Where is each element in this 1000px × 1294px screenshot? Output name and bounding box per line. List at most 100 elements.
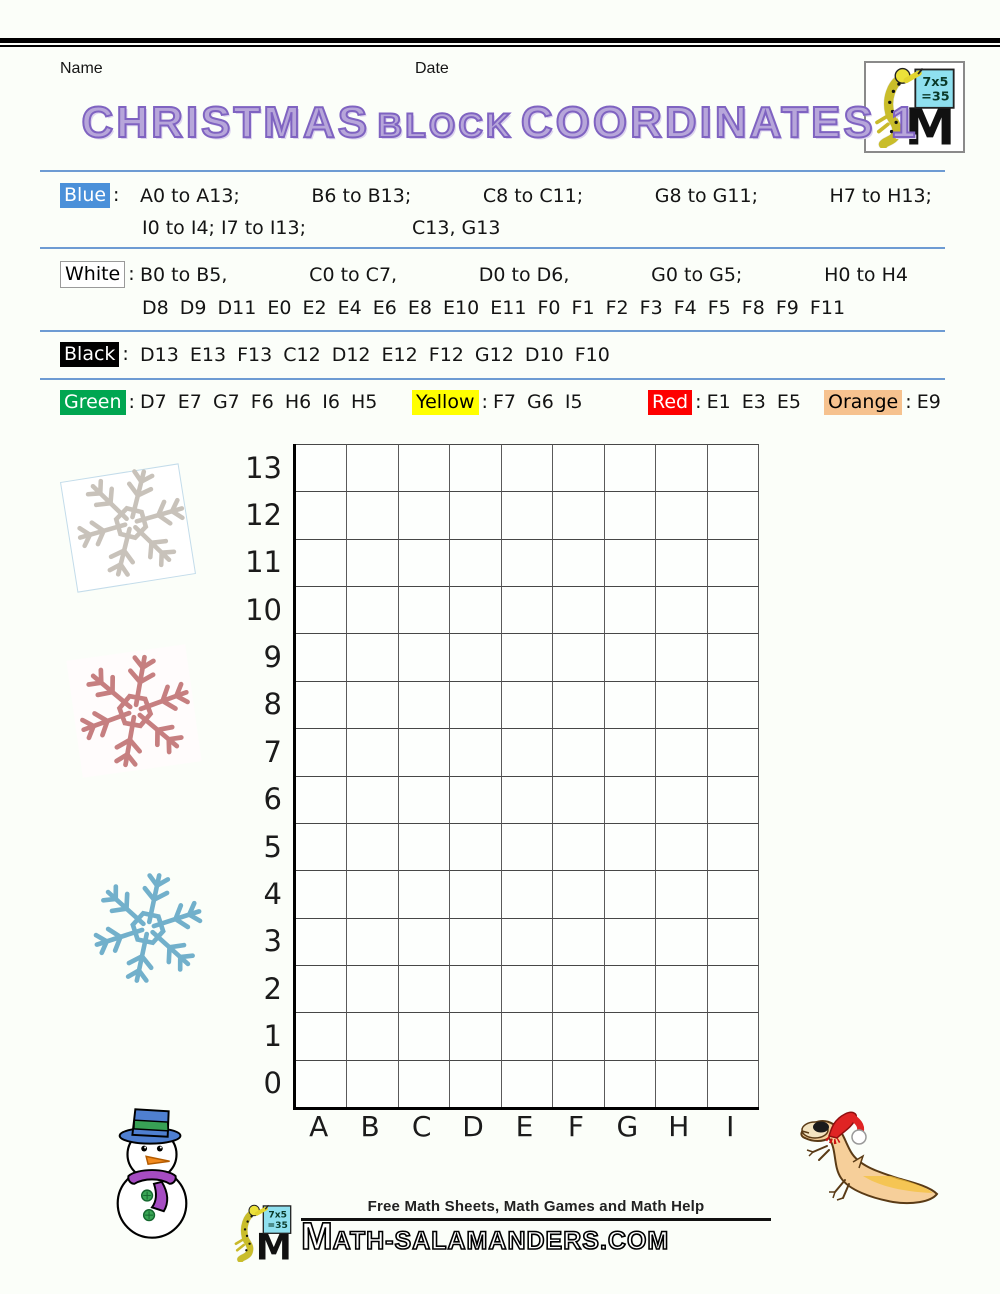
grid-cell-I2[interactable] — [707, 964, 759, 1013]
grid-cell-H5[interactable] — [656, 822, 708, 871]
grid-cell-B4[interactable] — [347, 870, 399, 918]
grid-cell-C4[interactable] — [398, 870, 451, 918]
grid-cell-D1[interactable] — [450, 1012, 502, 1060]
grid-cell-G7[interactable] — [604, 728, 657, 776]
grid-cell-E5[interactable] — [501, 822, 554, 871]
grid-cell-I11[interactable] — [707, 538, 759, 587]
grid-cell-I4[interactable] — [707, 870, 759, 918]
grid-cell-D6[interactable] — [450, 775, 502, 823]
grid-cell-D5[interactable] — [450, 822, 502, 871]
grid-cell-F8[interactable] — [553, 680, 605, 729]
grid-cell-C10[interactable] — [398, 586, 451, 634]
grid-cell-G5[interactable] — [604, 822, 657, 871]
grid-cell-B9[interactable] — [347, 633, 399, 681]
grid-cell-C8[interactable] — [398, 680, 451, 729]
grid-cell-D11[interactable] — [450, 538, 502, 587]
grid-cell-E13[interactable] — [501, 444, 554, 492]
grid-cell-I1[interactable] — [707, 1012, 759, 1060]
grid-cell-B3[interactable] — [347, 917, 399, 965]
grid-cell-B2[interactable] — [347, 964, 399, 1013]
grid-cell-I13[interactable] — [707, 444, 759, 492]
grid-cell-G8[interactable] — [604, 680, 657, 729]
grid-cell-A7[interactable] — [296, 728, 348, 776]
grid-cell-C7[interactable] — [398, 728, 451, 776]
grid-cell-C1[interactable] — [398, 1012, 451, 1060]
grid-cell-H12[interactable] — [656, 491, 708, 539]
grid-cell-B6[interactable] — [347, 775, 399, 823]
grid-cell-F6[interactable] — [553, 775, 605, 823]
grid-cell-D9[interactable] — [450, 633, 502, 681]
grid-cell-B12[interactable] — [347, 491, 399, 539]
grid-cell-F12[interactable] — [553, 491, 605, 539]
grid-cell-I10[interactable] — [707, 586, 759, 634]
grid-cell-H10[interactable] — [656, 586, 708, 634]
grid-cell-E9[interactable] — [501, 633, 554, 681]
grid-cell-A3[interactable] — [296, 917, 348, 965]
grid-cell-G11[interactable] — [604, 538, 657, 587]
grid-cell-E4[interactable] — [501, 870, 554, 918]
grid-cell-E10[interactable] — [501, 586, 554, 634]
grid-cell-E8[interactable] — [501, 680, 554, 729]
grid-cell-G9[interactable] — [604, 633, 657, 681]
grid-cell-I7[interactable] — [707, 728, 759, 776]
grid-cell-B10[interactable] — [347, 586, 399, 634]
grid-cell-F0[interactable] — [553, 1059, 605, 1107]
grid-cell-F7[interactable] — [553, 728, 605, 776]
grid-cell-E12[interactable] — [501, 491, 554, 539]
grid-cell-A1[interactable] — [296, 1012, 348, 1060]
grid-cell-I3[interactable] — [707, 917, 759, 965]
grid-cell-H6[interactable] — [656, 775, 708, 823]
grid-cell-C11[interactable] — [398, 538, 451, 587]
grid-cell-E3[interactable] — [501, 917, 554, 965]
grid-cell-D8[interactable] — [450, 680, 502, 729]
grid-cell-G2[interactable] — [604, 964, 657, 1013]
grid-cell-H13[interactable] — [656, 444, 708, 492]
grid-cell-D12[interactable] — [450, 491, 502, 539]
grid-cell-C9[interactable] — [398, 633, 451, 681]
grid-cell-G3[interactable] — [604, 917, 657, 965]
grid-cell-B7[interactable] — [347, 728, 399, 776]
grid-cell-H0[interactable] — [656, 1059, 708, 1107]
grid-cell-I12[interactable] — [707, 491, 759, 539]
grid-cell-E0[interactable] — [501, 1059, 554, 1107]
grid-cell-C2[interactable] — [398, 964, 451, 1013]
grid-cell-A2[interactable] — [296, 964, 348, 1013]
grid-cell-I5[interactable] — [707, 822, 759, 871]
grid-cell-B13[interactable] — [347, 444, 399, 492]
grid-cell-C13[interactable] — [398, 444, 451, 492]
grid-cell-D2[interactable] — [450, 964, 502, 1013]
grid-cell-D13[interactable] — [450, 444, 502, 492]
grid-cell-E2[interactable] — [501, 964, 554, 1013]
grid-cell-F9[interactable] — [553, 633, 605, 681]
grid-cell-G12[interactable] — [604, 491, 657, 539]
grid-cell-C0[interactable] — [398, 1059, 451, 1107]
grid-cell-A4[interactable] — [296, 870, 348, 918]
grid-cell-E1[interactable] — [501, 1012, 554, 1060]
grid-cell-F13[interactable] — [553, 444, 605, 492]
grid-cell-B0[interactable] — [347, 1059, 399, 1107]
grid-cell-A5[interactable] — [296, 822, 348, 871]
grid-cell-A9[interactable] — [296, 633, 348, 681]
grid-cell-B8[interactable] — [347, 680, 399, 729]
grid-cell-H8[interactable] — [656, 680, 708, 729]
grid-cell-D7[interactable] — [450, 728, 502, 776]
grid-cell-B5[interactable] — [347, 822, 399, 871]
grid-cell-I0[interactable] — [707, 1059, 759, 1107]
grid-cell-C5[interactable] — [398, 822, 451, 871]
grid-cell-D3[interactable] — [450, 917, 502, 965]
grid-cell-H4[interactable] — [656, 870, 708, 918]
grid-cell-B1[interactable] — [347, 1012, 399, 1060]
grid-cell-I6[interactable] — [707, 775, 759, 823]
grid-cell-H7[interactable] — [656, 728, 708, 776]
grid-cell-A6[interactable] — [296, 775, 348, 823]
grid-cell-C3[interactable] — [398, 917, 451, 965]
grid-cell-G6[interactable] — [604, 775, 657, 823]
grid-cell-G13[interactable] — [604, 444, 657, 492]
grid-cell-F2[interactable] — [553, 964, 605, 1013]
grid-cell-G10[interactable] — [604, 586, 657, 634]
grid-cell-F3[interactable] — [553, 917, 605, 965]
grid-cell-E11[interactable] — [501, 538, 554, 587]
grid-cell-A12[interactable] — [296, 491, 348, 539]
grid-cell-F4[interactable] — [553, 870, 605, 918]
grid-cell-H1[interactable] — [656, 1012, 708, 1060]
